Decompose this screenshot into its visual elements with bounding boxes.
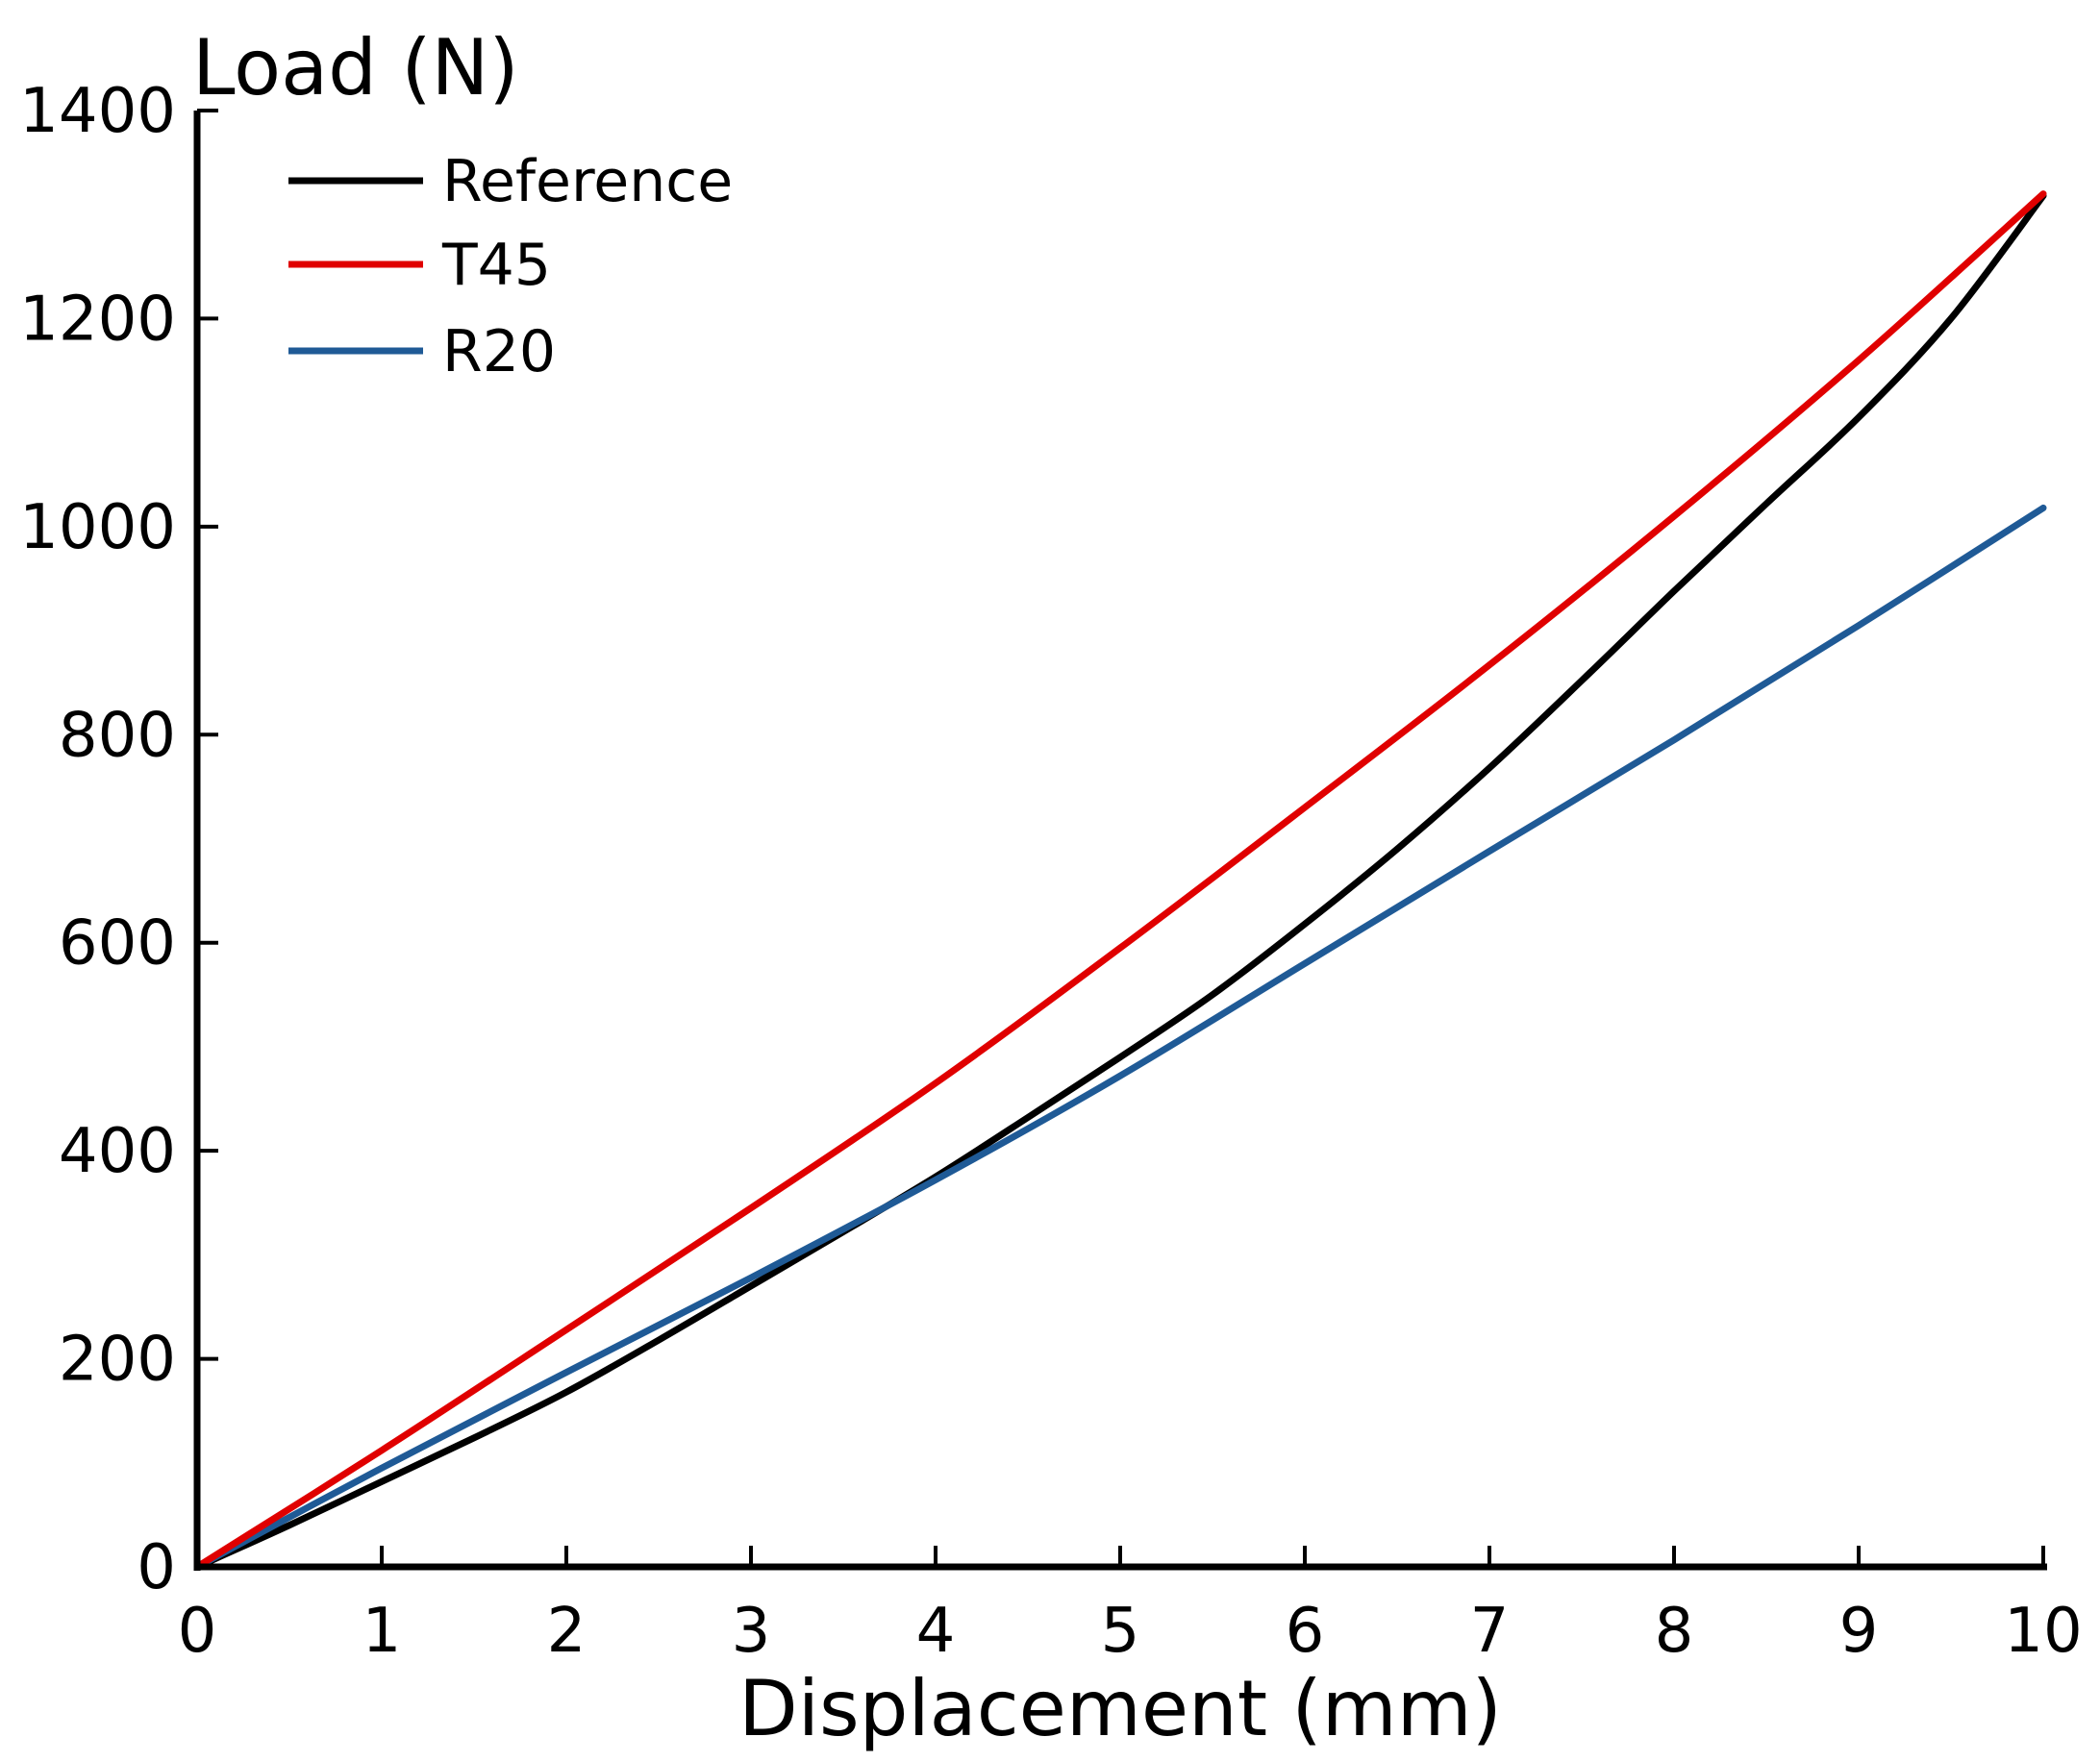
x-tick-label: 3 [732,1596,771,1667]
y-tick-label: 1000 [19,492,176,563]
legend: Reference T45 R20 [288,148,733,385]
legend-label-r20: R20 [442,318,556,385]
x-tick-label: 7 [1470,1596,1510,1667]
x-axis-title: Displacement (mm) [738,1664,1502,1753]
series-layer [193,190,2047,1571]
x-tick-label: 2 [547,1596,587,1667]
y-tick-label: 200 [59,1325,176,1396]
legend-label-t45: T45 [441,232,551,299]
y-tick-label: 800 [59,700,176,771]
y-tick-label: 1400 [19,76,176,147]
series-line-t45 [193,190,2047,1571]
y-tick-label: 0 [137,1532,176,1603]
y-axis-title: Load (N) [192,23,519,112]
y-tick-label: 1200 [19,284,176,355]
y-tick-label: 600 [59,908,176,980]
x-tick-label: 5 [1101,1596,1140,1667]
x-tick-label: 8 [1655,1596,1694,1667]
x-tick-label: 1 [362,1596,402,1667]
x-tick-label: 6 [1286,1596,1325,1667]
series-line-reference [193,192,2047,1571]
x-tick-label: 0 [178,1596,217,1667]
x-tick-label: 10 [2004,1596,2082,1667]
x-tick-label: 9 [1839,1596,1879,1667]
legend-label-reference: Reference [442,148,733,215]
series-line-r20 [193,504,2047,1571]
ticks-layer: 0 1 2 3 4 5 6 7 8 9 10 0 200 400 600 800 1000 1200 1400 [19,76,2083,1667]
y-tick-label: 400 [59,1116,176,1187]
x-tick-label: 4 [916,1596,956,1667]
